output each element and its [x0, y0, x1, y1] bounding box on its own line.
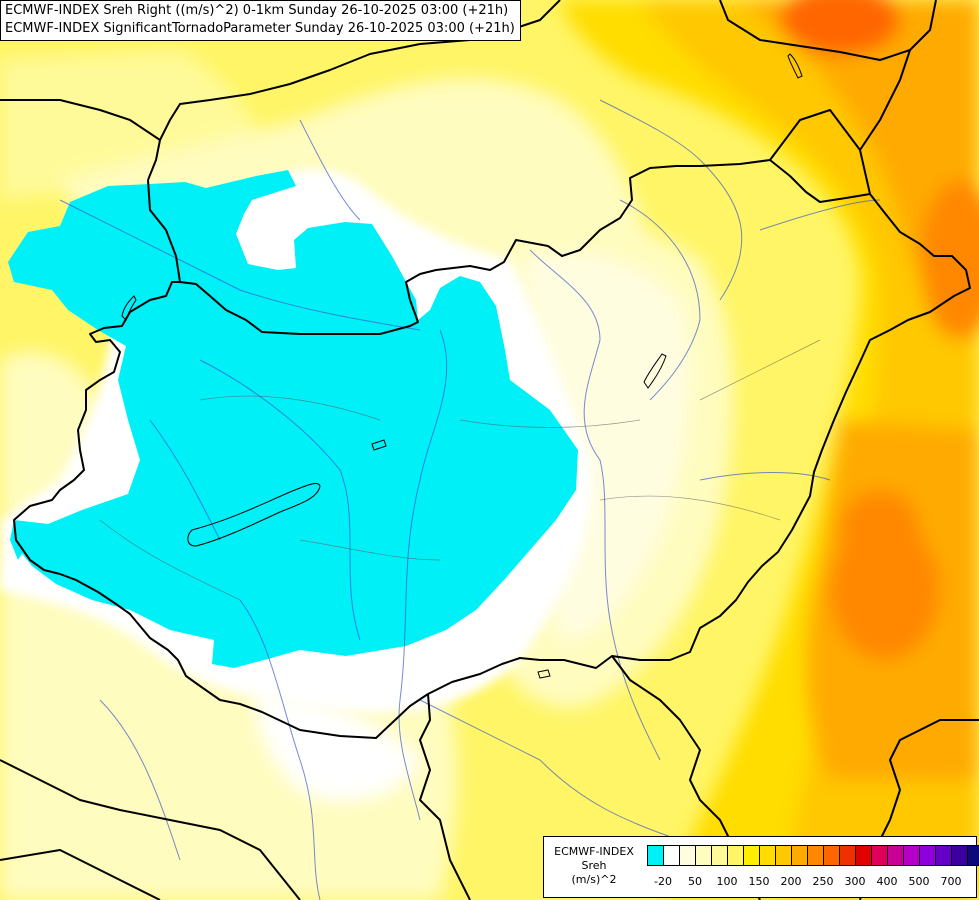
legend-unit: (m/s)^2 [571, 873, 617, 886]
legend-swatch [728, 845, 744, 866]
legend-swatch [872, 845, 888, 866]
legend-swatch [808, 845, 824, 866]
lake-balaton [187, 483, 321, 547]
legend-titles: ECMWF-INDEX Sreh (m/s)^2 [546, 845, 642, 887]
lakes [121, 53, 803, 679]
legend-tick-label: 100 [716, 875, 738, 888]
legend-swatch [680, 845, 696, 866]
map-title-box: ECMWF-INDEX Sreh Right ((m/s)^2) 0-1km S… [0, 0, 521, 41]
rivers [59, 99, 881, 900]
legend-swatch [904, 845, 920, 866]
map-title-sreh: ECMWF-INDEX Sreh Right ((m/s)^2) 0-1km S… [5, 3, 509, 18]
legend-tick-label: 50 [688, 875, 702, 888]
color-legend: ECMWF-INDEX Sreh (m/s)^2 -20 50 100 150 200 2… [543, 836, 979, 898]
legend-tick-label: 200 [780, 875, 802, 888]
legend-swatch [696, 845, 712, 866]
legend-tick-label: 500 [908, 875, 930, 888]
hungary-border [13, 159, 971, 739]
legend-swatch [792, 845, 808, 866]
county-boundaries [99, 339, 821, 601]
legend-swatch [920, 845, 936, 866]
legend-swatch [856, 845, 872, 866]
legend-swatch [968, 845, 979, 866]
legend-swatch [712, 845, 728, 866]
legend-tick-label: -20 [654, 875, 672, 888]
legend-tick-label: 700 [940, 875, 962, 888]
legend-tick-label: 250 [812, 875, 834, 888]
legend-swatch [888, 845, 904, 866]
legend-tick-label: 400 [876, 875, 898, 888]
legend-swatch [744, 845, 760, 866]
legend-tick-label: 300 [844, 875, 866, 888]
legend-swatch [648, 845, 664, 866]
legend-swatches [647, 845, 979, 866]
legend-swatch [952, 845, 968, 866]
legend-swatch [776, 845, 792, 866]
legend-ticks: -20 50 100 150 200 250 300 400 500 700 [647, 875, 967, 889]
legend-swatch [936, 845, 952, 866]
map-title-stp: ECMWF-INDEX SignificantTornadoParameter … [5, 21, 515, 36]
legend-swatch [760, 845, 776, 866]
legend-swatch [824, 845, 840, 866]
legend-variable: Sreh [581, 859, 607, 872]
legend-swatch [840, 845, 856, 866]
legend-swatch [664, 845, 680, 866]
legend-tick-label: 150 [748, 875, 770, 888]
legend-title: ECMWF-INDEX [554, 845, 634, 858]
negative-sreh-region [8, 170, 578, 668]
